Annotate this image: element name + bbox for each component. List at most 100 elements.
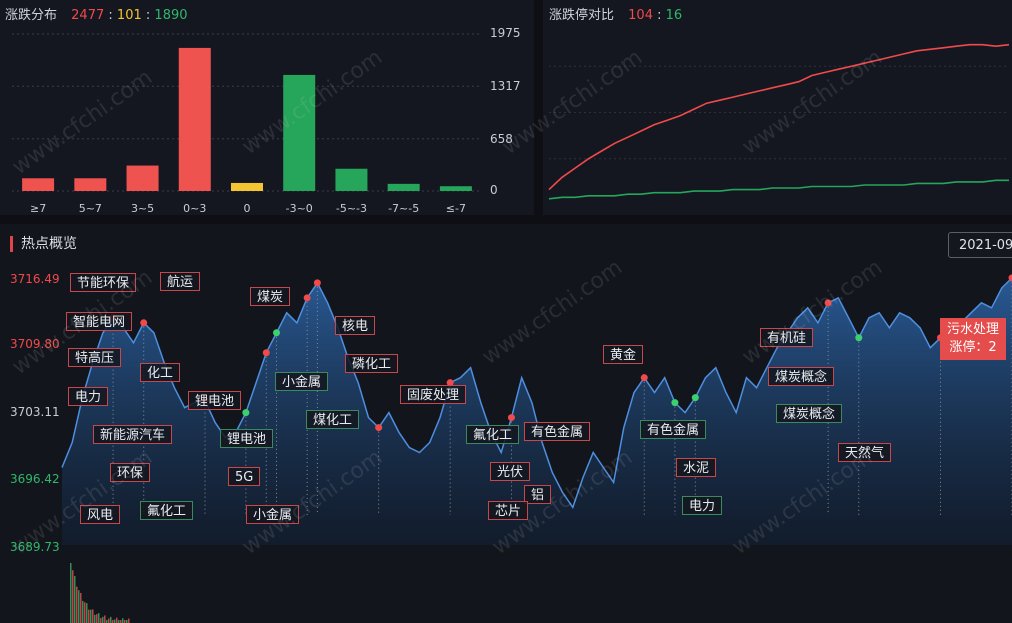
limit-down-line [548,179,1009,200]
event-marker [273,329,281,337]
volume-bar [98,613,100,623]
y-tick: 0 [490,183,498,197]
event-marker [824,299,832,307]
bar [439,186,472,191]
event-marker [446,379,454,387]
limit-up-line [548,43,1010,191]
sector-tag[interactable]: 煤炭 [250,287,291,306]
distribution-panel: 涨跌分布 2477 : 101 : 1890 ≥7 5~7 3~5 0~3 0 -3~0 -… [0,0,534,215]
highlight-tag[interactable]: 污水处理 涨停：2 [940,318,1006,360]
sector-tag[interactable]: 有色金属 [640,420,707,439]
sector-tag[interactable]: 节能环保 [70,273,137,292]
volume-bar [90,609,92,623]
compare-title: 涨跌停对比 104 : 16 [549,4,682,23]
volume-bar [94,614,96,623]
x-tick-label: ≥7 [30,202,46,215]
compare-label: 涨跌停对比 [549,8,615,23]
price-level: 3689.73 [10,540,60,554]
event-marker [313,279,321,287]
event-marker [140,319,148,327]
compare-panel: 涨跌停对比 104 : 16 [543,0,1012,215]
sector-tag[interactable]: 5G [228,467,261,486]
volume-bar [112,620,114,623]
x-tick-label: -5~-3 [336,202,367,215]
bar [231,182,263,191]
sector-tag[interactable]: 固废处理 [400,385,467,404]
volume-bar [122,618,124,623]
bar [283,74,316,191]
sector-tag[interactable]: 核电 [335,316,376,335]
sector-tag[interactable]: 电力 [682,496,723,515]
bar [178,47,211,191]
volume-bar [76,586,78,623]
volume-bar [120,620,122,623]
event-marker [303,294,311,302]
price-level: 3696.42 [10,472,60,486]
volume-bar [126,620,128,623]
sector-tag[interactable]: 特高压 [68,348,122,367]
y-tick: 1975 [490,26,521,40]
sector-tag[interactable]: 水泥 [676,458,717,477]
sector-tag[interactable]: 航运 [160,272,201,291]
event-marker [262,349,270,357]
separator: : [108,8,113,23]
distribution-title: 涨跌分布 2477 : 101 : 1890 [5,4,188,23]
sector-tag[interactable]: 磷化工 [345,354,399,373]
sector-tag[interactable]: 氟化工 [140,501,194,520]
highlight-sector: 污水处理 [947,322,1000,337]
date-selector[interactable]: 2021-09 [948,232,1012,258]
volume-bar [84,602,86,623]
sector-tag[interactable]: 锂电池 [188,391,242,410]
sector-tag[interactable]: 小金属 [275,372,329,391]
x-tick-label: ≤-7 [446,202,466,215]
volume-bar [92,609,94,623]
sector-tag[interactable]: 锂电池 [220,429,274,448]
volume-bar [102,616,104,623]
volume-bar [100,618,102,623]
distribution-bar-chart: ≥7 5~7 3~5 0~3 0 -3~0 -5~-3 -7~-5 ≤-7 [12,33,482,215]
volume-bar [116,617,118,623]
event-marker [640,374,648,382]
sector-tag[interactable]: 铝 [524,485,552,504]
separator: : [657,8,662,23]
volume-bar [86,603,88,623]
x-tick-label: -3~0 [286,202,313,215]
sector-tag[interactable]: 天然气 [838,443,892,462]
sector-tag[interactable]: 黄金 [603,345,644,364]
sector-tag[interactable]: 风电 [80,505,121,524]
sector-tag[interactable]: 光伏 [490,462,531,481]
sector-tag[interactable]: 新能源汽车 [93,425,173,444]
event-marker [855,334,863,342]
sector-tag[interactable]: 煤炭概念 [768,367,835,386]
sector-tag[interactable]: 有机硅 [760,328,814,347]
volume-bar [124,620,126,623]
x-tick-label: 0 [244,202,251,215]
y-tick: 658 [490,132,513,146]
sector-tag[interactable]: 芯片 [488,501,529,520]
volume-bar [80,592,82,623]
volume-bar [70,563,72,623]
limit-down-count: 16 [665,8,683,23]
volume-bar [82,600,84,623]
bar [22,178,55,191]
sector-tag[interactable]: 环保 [110,463,151,482]
sector-tag[interactable]: 氟化工 [466,425,520,444]
up-count: 2477 [71,8,105,23]
sector-tag[interactable]: 智能电网 [66,312,133,331]
event-marker [691,394,699,402]
sector-tag[interactable]: 煤化工 [306,410,360,429]
x-tick-label: -7~-5 [388,202,419,215]
sector-tag[interactable]: 化工 [140,363,181,382]
sector-tag[interactable]: 小金属 [246,505,300,524]
hotspot-title: 热点概览 [10,236,77,252]
bar [74,178,107,191]
limit-up-count: 104 [628,8,653,23]
sector-tag[interactable]: 有色金属 [524,422,591,441]
sector-tag[interactable]: 煤炭概念 [776,404,843,423]
event-marker [671,399,679,407]
event-marker [242,409,250,417]
sector-tag[interactable]: 电力 [68,387,109,406]
price-area [62,277,1012,545]
y-tick: 1317 [490,79,521,93]
event-marker [1008,274,1012,282]
